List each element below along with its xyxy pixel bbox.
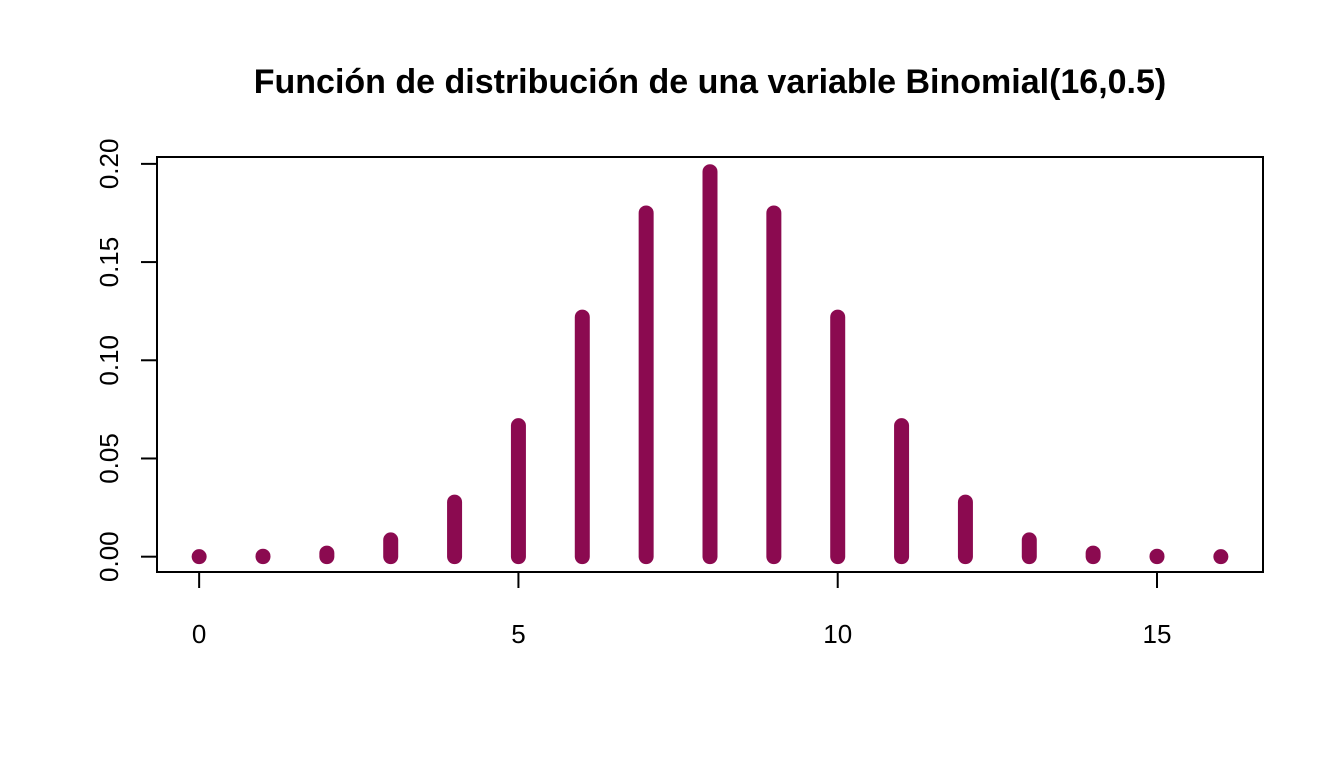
bars-layer xyxy=(191,164,1229,565)
x-tick-label-5: 5 xyxy=(511,619,525,649)
chart-title: Función de distribución de una variable … xyxy=(254,63,1167,101)
x-tick-label-10: 10 xyxy=(823,619,852,649)
x-tick-label-0: 0 xyxy=(192,619,206,649)
x-axis: 0 5 10 15 xyxy=(192,571,1172,649)
y-tick-label-2: 0.10 xyxy=(94,335,124,386)
y-axis: 0.00 0.05 0.10 0.15 0.20 xyxy=(94,139,158,582)
y-tick-label-0: 0.00 xyxy=(94,531,124,582)
x-tick-label-15: 15 xyxy=(1143,619,1172,649)
y-tick-label-1: 0.05 xyxy=(94,433,124,484)
y-tick-label-4: 0.20 xyxy=(94,139,124,190)
y-tick-label-3: 0.15 xyxy=(94,237,124,288)
